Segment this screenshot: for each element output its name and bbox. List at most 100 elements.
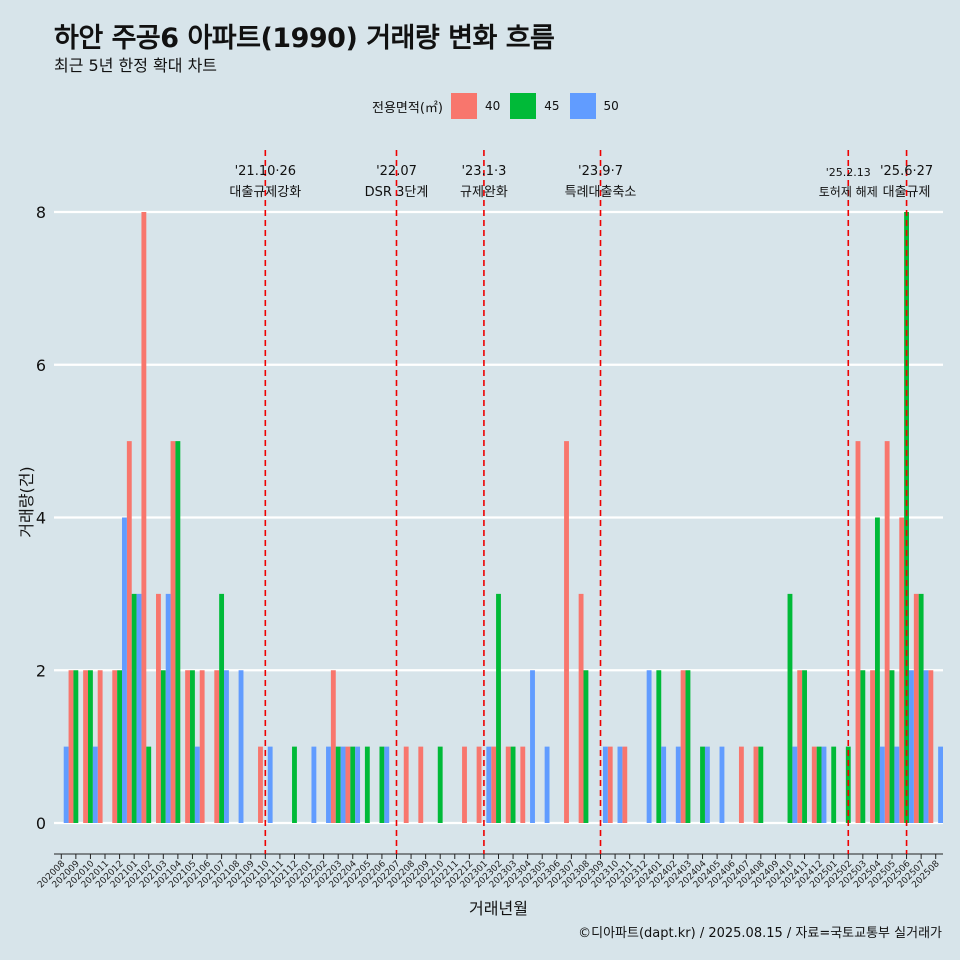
event-name-label: 규제완화 <box>460 185 508 200</box>
bar-40-202009 <box>68 670 74 823</box>
bar-50-202304 <box>530 670 535 823</box>
bar-50-202410 <box>792 746 798 823</box>
bar-50-202206 <box>384 746 390 823</box>
event-name-label: 대출규제 <box>883 185 931 200</box>
event-name-label: 대출규제강화 <box>229 185 301 200</box>
bar-40-202107 <box>214 670 220 823</box>
chart-subtitle: 최근 5년 한정 확대 차트 <box>54 56 218 75</box>
event-date-label: '25.2.13 <box>826 166 871 179</box>
bar-45-202103 <box>160 670 166 823</box>
bar-40-202508 <box>928 670 934 823</box>
bar-45-202010 <box>88 670 93 823</box>
bar-40-202102 <box>141 212 147 823</box>
bar-50-202309 <box>602 746 608 823</box>
bar-45-202505 <box>889 670 895 823</box>
bar-50-202203 <box>340 746 346 823</box>
bar-50-202201 <box>311 746 317 823</box>
bar-45-202404 <box>700 746 705 823</box>
bar-50-202010 <box>92 746 98 823</box>
bar-40-202106 <box>199 670 205 823</box>
bar-40-202011 <box>97 670 103 823</box>
bar-40-202310 <box>607 746 613 823</box>
legend-label-50: 50 <box>603 99 619 113</box>
bar-45-202302 <box>496 593 501 823</box>
bar-50-202506 <box>908 670 914 823</box>
bar-40-202012 <box>112 670 118 823</box>
bar-45-202104 <box>175 441 181 823</box>
bar-45-202203 <box>335 746 341 823</box>
y-axis-title: 거래량(건) <box>17 466 36 537</box>
bar-45-202204 <box>350 746 356 823</box>
legend-item-40: 40 <box>450 93 501 119</box>
bar-40-202304 <box>520 746 526 823</box>
bar-40-202311 <box>622 746 628 823</box>
bar-40-202412 <box>811 746 817 823</box>
bar-50-202504 <box>879 746 885 823</box>
bar-45-202408 <box>758 746 764 823</box>
bar-50-202103 <box>165 593 171 823</box>
bar-40-202303 <box>505 746 511 823</box>
y-tick-label: 2 <box>36 661 46 680</box>
bar-50-202402 <box>675 746 681 823</box>
bar-50-202505 <box>894 746 900 823</box>
bar-40-202010 <box>83 670 89 823</box>
event-date-label: '22.07 <box>376 164 417 179</box>
bar-50-202310 <box>617 746 623 823</box>
bar-45-202009 <box>73 670 79 823</box>
bar-50-202508 <box>938 746 943 823</box>
bar-40-202103 <box>156 593 161 823</box>
bar-45-202401 <box>656 670 662 823</box>
event-name-label: DSR 3단계 <box>365 185 429 200</box>
bar-50-202507 <box>923 670 929 823</box>
bar-50-202405 <box>719 746 725 823</box>
bar-40-202307 <box>564 441 569 823</box>
bar-50-202301 <box>486 746 492 823</box>
legend: 전용면적(㎡) 40 45 50 <box>372 93 629 119</box>
bar-40-202101 <box>126 441 132 823</box>
bar-50-202202 <box>326 746 331 823</box>
y-tick-label: 4 <box>36 509 46 528</box>
bar-40-202203 <box>330 670 336 823</box>
bar-40-202408 <box>753 746 759 823</box>
bar-40-202212 <box>462 746 467 823</box>
bar-40-202301 <box>476 746 482 823</box>
bar-50-202108 <box>238 670 244 823</box>
event-name-label: 토허제 해제 <box>819 185 878 199</box>
bar-50-202401 <box>661 746 667 823</box>
bar-40-202506 <box>899 517 905 823</box>
bar-40-202208 <box>403 746 409 823</box>
bar-50-202012 <box>122 517 127 823</box>
bar-50-202107 <box>224 670 229 823</box>
event-date-label: '23.1·3 <box>461 164 506 179</box>
bar-45-202411 <box>802 670 807 823</box>
legend-label-40: 40 <box>484 99 501 113</box>
bar-50-202404 <box>704 746 710 823</box>
bar-40-202110 <box>258 746 263 823</box>
bar-45-202506 <box>904 212 909 823</box>
bar-40-202403 <box>680 670 686 823</box>
bar-40-202105 <box>185 670 191 823</box>
bar-50-202110 <box>267 746 273 823</box>
bar-45-202205 <box>364 746 370 823</box>
event-date-label: '25.6·27 <box>880 164 933 179</box>
bar-45-202504 <box>874 517 880 823</box>
bar-50-202008 <box>63 746 69 823</box>
bar-50-202305 <box>544 746 550 823</box>
event-name-label: 특례대출축소 <box>565 185 637 200</box>
bar-45-202303 <box>510 746 516 823</box>
event-date-label: '21.10·26 <box>235 164 296 179</box>
bar-45-202501 <box>831 746 837 823</box>
bar-45-202403 <box>685 670 691 823</box>
bar-45-202012 <box>117 670 123 823</box>
bar-45-202210 <box>437 746 443 823</box>
bar-40-202302 <box>491 746 497 823</box>
bar-40-202204 <box>345 746 351 823</box>
bar-45-202308 <box>583 670 589 823</box>
y-tick-label: 8 <box>36 203 46 222</box>
bar-45-202112 <box>292 746 297 823</box>
bar-50-202101 <box>136 593 142 823</box>
bar-40-202209 <box>418 746 424 823</box>
bar-45-202507 <box>918 593 924 823</box>
bar-50-202204 <box>355 746 361 823</box>
bar-50-202412 <box>821 746 827 823</box>
